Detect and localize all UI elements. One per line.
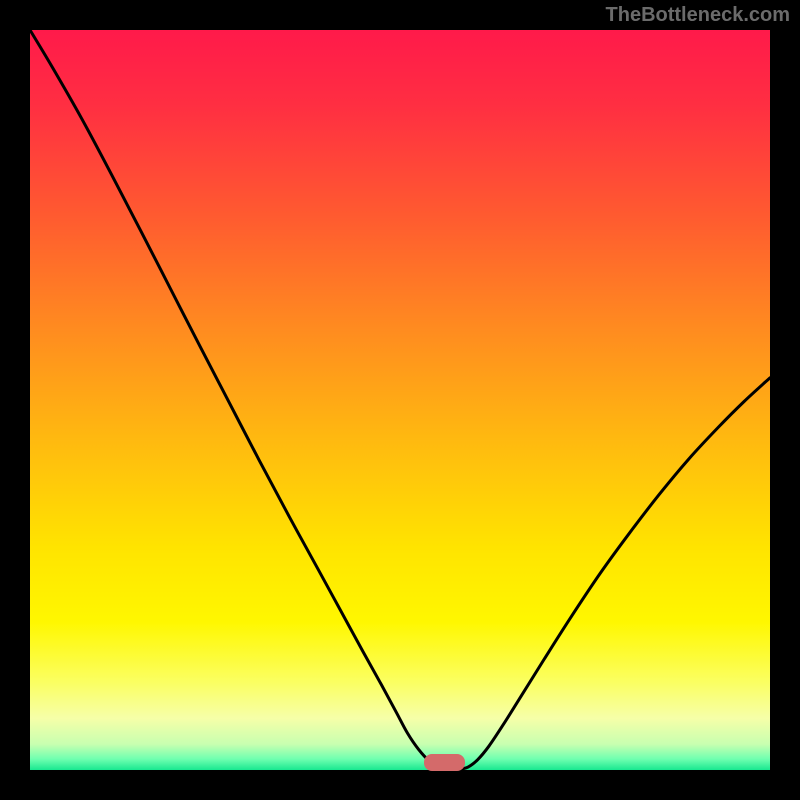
bottleneck-curve bbox=[30, 30, 770, 770]
attribution-text: TheBottleneck.com bbox=[606, 4, 790, 27]
optimal-marker bbox=[424, 754, 465, 770]
plot-area bbox=[30, 30, 770, 770]
chart-container: TheBottleneck.com bbox=[0, 0, 800, 800]
